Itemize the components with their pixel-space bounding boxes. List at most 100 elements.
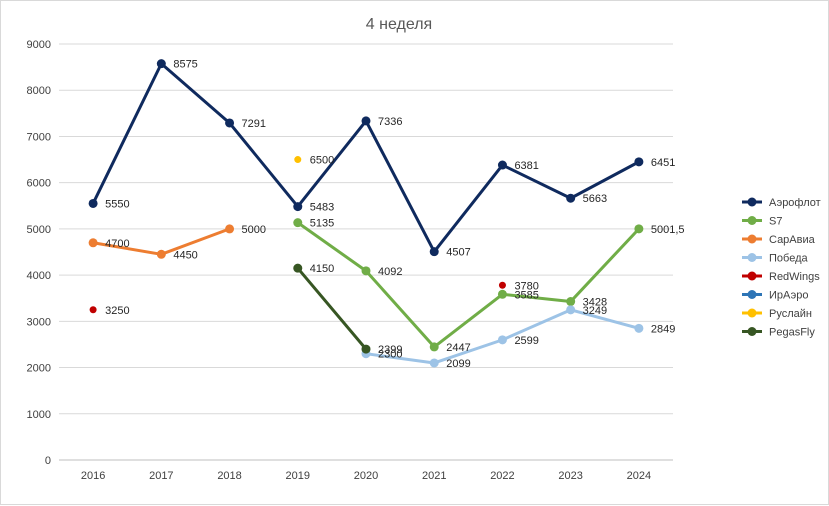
y-tick-label: 9000	[27, 39, 51, 51]
series-3-point	[566, 305, 576, 315]
series-3-data-label: 2099	[446, 358, 470, 370]
series-3-data-label: 2849	[651, 323, 675, 335]
legend-item: ИрАэро	[742, 290, 808, 302]
series-0-data-label: 5483	[310, 202, 334, 214]
series-0-point	[566, 193, 576, 203]
legend-item: S7	[742, 216, 782, 228]
series-6-point	[294, 156, 302, 164]
x-tick-label: 2019	[286, 470, 310, 482]
series-6-data-label: 6500	[310, 155, 334, 167]
legend-item: Руслайн	[742, 308, 812, 320]
x-tick-label: 2022	[490, 470, 514, 482]
series-7-point	[361, 344, 371, 354]
legend-swatch-marker	[747, 216, 757, 225]
series-1-data-label: 3428	[583, 297, 607, 309]
y-tick-label: 3000	[27, 316, 51, 328]
legend-swatch-marker	[747, 308, 757, 318]
series-1-data-label: 2447	[446, 342, 470, 354]
legend-item: Победа	[742, 253, 808, 265]
series-0-point	[225, 118, 235, 128]
legend-swatch-marker	[747, 290, 757, 299]
legend: Аэрофлот S7 СарАвиа Победа RedWings ИрАэро Рус…	[742, 197, 821, 339]
series-2-data-label: 4700	[105, 238, 129, 250]
series-0-data-label: 5663	[583, 193, 607, 205]
y-tick-label: 1000	[27, 409, 51, 421]
y-tick-label: 7000	[27, 131, 51, 143]
y-tick-label: 2000	[27, 363, 51, 375]
legend-item: RedWings	[742, 271, 820, 283]
legend-label: Аэрофлот	[769, 197, 821, 209]
series-3-point	[497, 335, 507, 345]
legend-label: S7	[769, 216, 782, 228]
legend-swatch-marker	[747, 234, 757, 244]
series-1-point	[634, 224, 644, 234]
series-2-data-label: 5000	[242, 224, 266, 236]
series-0-point	[156, 59, 166, 69]
legend-label: RedWings	[769, 271, 820, 283]
series-0-point	[361, 116, 371, 126]
series-1-data-label: 5135	[310, 218, 334, 230]
series-4-data-label: 3780	[514, 280, 538, 292]
legend-swatch-marker	[747, 197, 757, 207]
y-tick-label: 6000	[27, 178, 51, 190]
series-7-data-label: 2399	[378, 344, 402, 356]
series-7-line	[296, 266, 368, 351]
series-1-point	[497, 289, 507, 299]
legend-label: PegasFly	[769, 327, 815, 339]
series-4-point	[498, 281, 506, 289]
series-1-point	[429, 342, 439, 352]
series-1-point	[566, 297, 576, 307]
series-3-data-label: 2300	[378, 349, 402, 361]
x-tick-label: 2016	[81, 470, 105, 482]
series-0-data-label: 8575	[173, 59, 197, 71]
series-7-data-label: 4150	[310, 263, 334, 275]
series-1-point	[361, 266, 371, 276]
y-tick-label: 4000	[27, 270, 51, 282]
series-0-point	[88, 198, 98, 208]
x-tick-label: 2018	[217, 470, 241, 482]
series-0-point	[293, 202, 303, 212]
series-0-data-label: 6451	[651, 157, 675, 169]
legend-swatch-marker	[747, 253, 757, 262]
legend-swatch-marker	[747, 327, 757, 336]
series-0-data-label: 5550	[105, 198, 129, 210]
x-tick-label: 2017	[149, 470, 173, 482]
series-3-data-label: 3249	[583, 305, 607, 317]
x-tick-label: 2023	[558, 470, 582, 482]
series-1-data-label: 4092	[378, 266, 402, 278]
x-tick-label: 2021	[422, 470, 446, 482]
legend-swatch-marker	[747, 271, 757, 281]
series-lines	[88, 59, 644, 368]
series-0-point	[634, 157, 644, 167]
series-4-point	[89, 306, 97, 314]
y-tick-label: 5000	[27, 224, 51, 236]
series-0-point	[497, 160, 507, 170]
series-1-point	[293, 218, 303, 228]
series-2-point	[88, 238, 98, 248]
series-1-line	[296, 221, 641, 349]
series-3-data-label: 2599	[514, 335, 538, 347]
legend-item: Аэрофлот	[742, 197, 821, 209]
legend-item: PegasFly	[742, 327, 815, 339]
x-tick-label: 2024	[627, 470, 651, 482]
series-7-point	[293, 263, 303, 273]
series-0-data-label: 4507	[446, 247, 470, 259]
series-0-data-label: 7336	[378, 116, 402, 128]
series-0-data-label: 7291	[242, 118, 266, 130]
series-0-line	[91, 62, 641, 254]
series-1-data-label: 5001,5	[651, 224, 685, 236]
series-3-point	[634, 323, 644, 333]
series-3-point	[429, 358, 439, 368]
series-1-data-label: 3585	[514, 289, 538, 301]
data-labels: 5550 8575 7291 5483 7336 4507 6381 5663 6451 5135…	[105, 59, 684, 370]
series-2-data-label: 4450	[173, 249, 197, 261]
y-tick-label: 8000	[27, 85, 51, 97]
series-0-data-label: 6381	[514, 160, 538, 172]
legend-label: Победа	[769, 253, 808, 265]
series-2-point	[225, 224, 235, 234]
series-4-data-label: 3250	[105, 305, 129, 317]
y-tick-label: 0	[45, 455, 51, 467]
series-0-point	[429, 247, 439, 257]
